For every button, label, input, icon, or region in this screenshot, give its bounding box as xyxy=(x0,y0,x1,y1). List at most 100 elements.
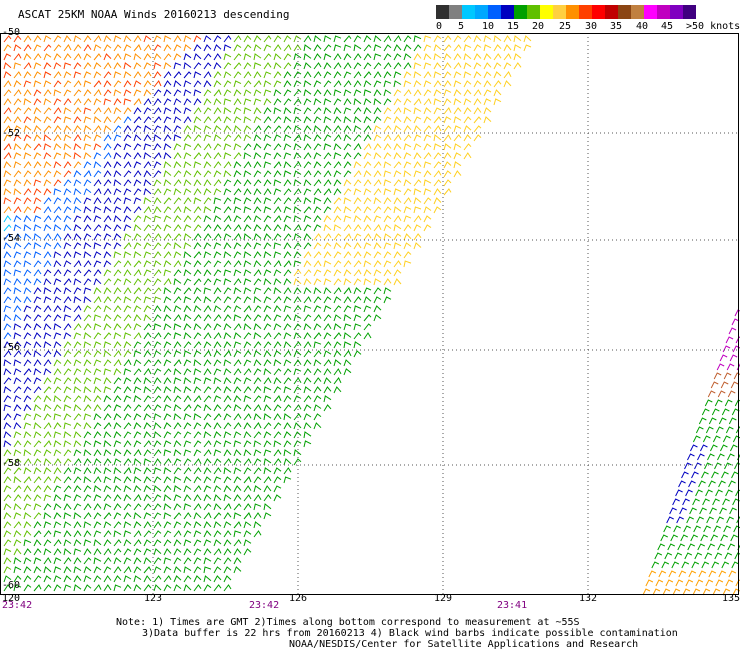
wind-barb xyxy=(433,197,442,205)
wind-barb xyxy=(403,80,412,88)
wind-barb xyxy=(163,197,172,205)
wind-barb xyxy=(33,476,42,484)
wind-barb xyxy=(313,152,322,160)
wind-barb xyxy=(503,80,512,88)
wind-barb xyxy=(213,251,222,259)
wind-barb xyxy=(53,323,62,331)
wind-barb xyxy=(283,134,292,142)
wind-barb xyxy=(453,35,462,43)
wind-barb xyxy=(243,116,252,124)
wind-barb xyxy=(13,449,22,457)
wind-barb xyxy=(413,188,422,196)
wind-barb xyxy=(243,179,252,187)
wind-barb xyxy=(23,377,32,385)
wind-barb xyxy=(33,341,42,349)
wind-barb xyxy=(133,269,142,277)
wind-barb xyxy=(223,440,232,448)
wind-barb xyxy=(83,413,92,421)
wind-barb xyxy=(153,53,162,61)
wind-barb xyxy=(163,170,172,178)
wind-barb xyxy=(83,152,92,160)
wind-barb xyxy=(123,341,132,349)
wind-barb xyxy=(233,170,242,178)
wind-barb xyxy=(183,98,192,106)
wind-barb xyxy=(93,287,102,295)
wind-barb xyxy=(688,480,696,488)
wind-barb xyxy=(153,395,162,403)
wind-barb xyxy=(433,62,442,70)
wind-barb xyxy=(423,215,432,223)
wind-barb xyxy=(293,323,302,331)
wind-barb xyxy=(433,125,442,133)
wind-barb xyxy=(686,516,694,524)
wind-barb xyxy=(293,368,302,376)
wind-barb xyxy=(183,440,192,448)
wind-barb xyxy=(323,143,332,151)
wind-barb xyxy=(193,314,202,322)
wind-barb xyxy=(93,386,102,394)
wind-barb xyxy=(153,278,162,286)
wind-barb xyxy=(43,404,52,412)
wind-barb xyxy=(113,242,122,250)
wind-barb xyxy=(243,62,252,70)
wind-barb xyxy=(273,413,282,421)
wind-barb xyxy=(163,521,172,529)
wind-barb xyxy=(83,62,92,70)
wind-barb xyxy=(83,350,92,358)
wind-barb xyxy=(113,170,122,178)
wind-barb xyxy=(63,53,72,61)
wind-barb xyxy=(684,462,692,470)
wind-barb xyxy=(513,44,522,52)
wind-barb xyxy=(193,494,202,502)
wind-barb xyxy=(413,44,422,52)
wind-barb xyxy=(233,179,242,187)
wind-barb xyxy=(53,35,62,43)
wind-barb xyxy=(273,116,282,124)
wind-barb xyxy=(3,107,12,115)
wind-barb xyxy=(243,512,252,520)
wind-barb xyxy=(53,233,62,241)
wind-barb xyxy=(173,251,182,259)
wind-barb xyxy=(103,584,112,592)
wind-barb xyxy=(93,62,102,70)
wind-barb xyxy=(133,89,142,97)
wind-barb xyxy=(113,467,122,475)
wind-barb xyxy=(673,525,681,533)
wind-barb xyxy=(413,35,422,43)
wind-barb xyxy=(93,557,102,565)
wind-barb xyxy=(263,305,272,313)
wind-barb xyxy=(183,269,192,277)
wind-barb xyxy=(173,404,182,412)
wind-barb xyxy=(423,170,432,178)
wind-barb xyxy=(43,557,52,565)
wind-barb xyxy=(233,512,242,520)
wind-barb xyxy=(153,134,162,142)
wind-barb xyxy=(273,233,282,241)
legend-label: 20 xyxy=(532,21,545,32)
wind-barb xyxy=(323,53,332,61)
wind-barb xyxy=(183,206,192,214)
wind-barb xyxy=(133,404,142,412)
wind-barb xyxy=(193,287,202,295)
wind-barb xyxy=(333,71,342,79)
wind-barb xyxy=(173,80,182,88)
wind-barb xyxy=(323,215,332,223)
wind-barb xyxy=(263,188,272,196)
wind-barb xyxy=(143,170,152,178)
wind-barb xyxy=(333,89,342,97)
wind-barb xyxy=(193,485,202,493)
wind-barb xyxy=(253,503,262,511)
wind-barb xyxy=(313,134,322,142)
wind-barb xyxy=(233,467,242,475)
wind-barb xyxy=(203,116,212,124)
wind-barb xyxy=(133,539,142,547)
wind-barb xyxy=(233,44,242,52)
wind-barb xyxy=(123,80,132,88)
wind-barb xyxy=(93,476,102,484)
wind-barb xyxy=(103,269,112,277)
wind-barb xyxy=(193,278,202,286)
wind-barb xyxy=(133,179,142,187)
wind-barb xyxy=(333,215,342,223)
wind-barb xyxy=(23,89,32,97)
wind-barb xyxy=(203,89,212,97)
